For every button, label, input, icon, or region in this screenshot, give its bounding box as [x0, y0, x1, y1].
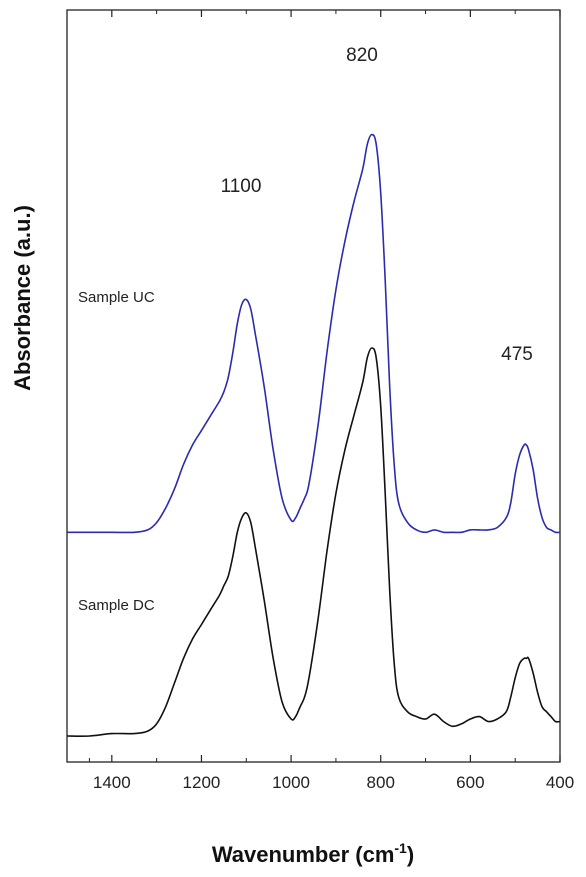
chart-axes: 1400 1200 1000 800 600 400	[66, 9, 574, 792]
series-line-sample-uc	[67, 133, 561, 534]
peak-annotation-1100: 1100	[221, 176, 262, 197]
x-axis-title: Wavenumber (cm-1)	[212, 840, 414, 867]
peak-annotation-475: 475	[501, 344, 533, 365]
x-tick-label: 600	[456, 773, 484, 792]
series-layer	[66, 133, 561, 737]
labels-layer: Sample UC Sample DC 1100 820 475	[78, 45, 533, 614]
x-tick-label: 1000	[272, 773, 310, 792]
series-label-sample-dc: Sample DC	[78, 597, 155, 614]
series-label-sample-uc: Sample UC	[78, 289, 155, 306]
x-tick-label: 1200	[183, 773, 221, 792]
x-tick-label: 400	[546, 773, 574, 792]
x-tick-label: 1400	[93, 773, 131, 792]
x-tick-label: 800	[367, 773, 395, 792]
plot-frame	[66, 9, 561, 763]
x-axis-title-main: Wavenumber (cm	[212, 842, 395, 867]
peak-annotation-820: 820	[346, 45, 378, 66]
x-axis-title-end: )	[407, 842, 414, 867]
x-axis-title-superscript: -1	[394, 840, 407, 856]
series-line-sample-dc	[66, 347, 561, 737]
y-axis-title: Absorbance (a.u.)	[10, 205, 35, 391]
